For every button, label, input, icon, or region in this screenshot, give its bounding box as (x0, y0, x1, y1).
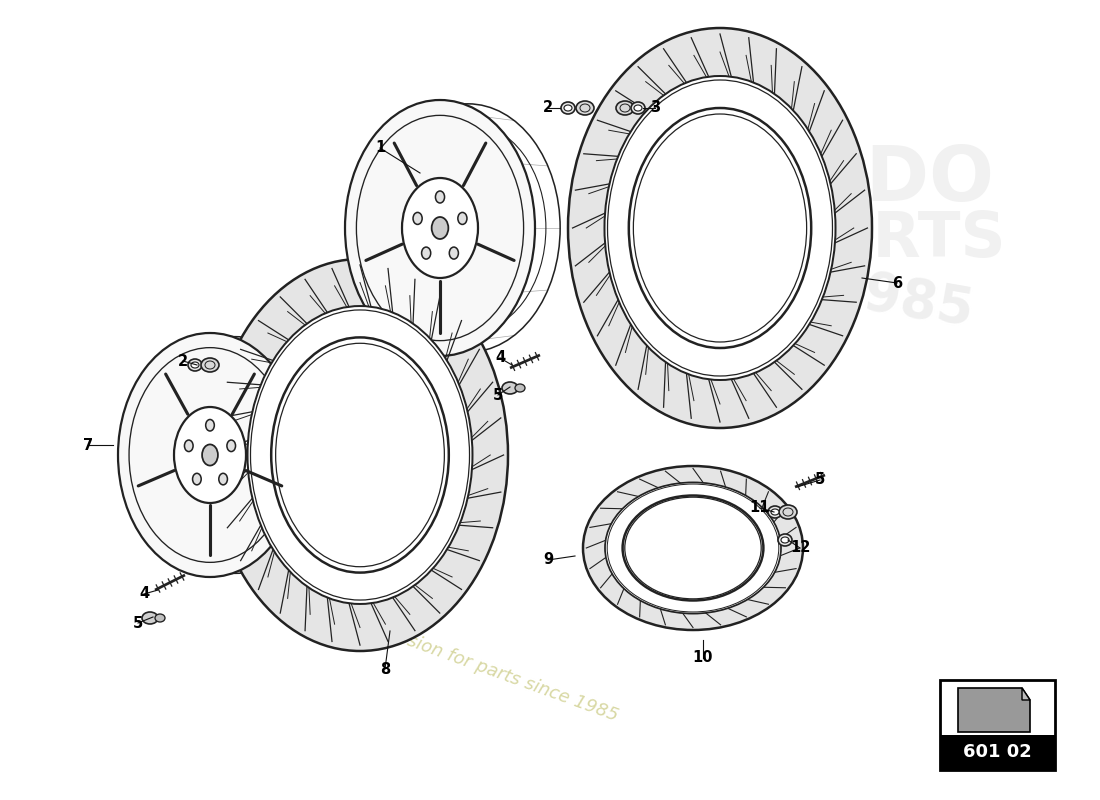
Ellipse shape (576, 101, 594, 115)
Text: 10: 10 (693, 650, 713, 666)
Ellipse shape (201, 358, 219, 372)
Text: 5: 5 (815, 473, 825, 487)
Text: 3: 3 (650, 101, 660, 115)
Text: 4: 4 (495, 350, 505, 366)
Ellipse shape (142, 612, 158, 624)
Ellipse shape (345, 100, 535, 356)
Ellipse shape (564, 105, 572, 111)
Ellipse shape (616, 101, 634, 115)
Ellipse shape (781, 537, 789, 543)
Ellipse shape (605, 76, 836, 380)
Text: 7: 7 (82, 438, 94, 453)
Ellipse shape (631, 102, 645, 114)
Ellipse shape (515, 384, 525, 392)
Ellipse shape (227, 440, 235, 451)
Ellipse shape (376, 104, 560, 352)
Ellipse shape (629, 108, 811, 348)
Text: 12: 12 (790, 541, 811, 555)
Text: 8: 8 (379, 662, 390, 677)
Ellipse shape (191, 362, 199, 368)
Ellipse shape (160, 355, 310, 555)
Text: 2: 2 (178, 354, 188, 369)
Text: PARTS: PARTS (784, 210, 1005, 270)
Ellipse shape (779, 505, 798, 519)
Polygon shape (1022, 688, 1030, 700)
Ellipse shape (202, 445, 218, 466)
Ellipse shape (561, 102, 575, 114)
Ellipse shape (272, 338, 449, 573)
Ellipse shape (248, 306, 473, 604)
Text: 6: 6 (892, 275, 902, 290)
Ellipse shape (402, 178, 478, 278)
Ellipse shape (436, 191, 444, 203)
Text: 4: 4 (139, 586, 150, 602)
Ellipse shape (605, 482, 781, 614)
Ellipse shape (118, 333, 303, 577)
Ellipse shape (421, 247, 431, 259)
Ellipse shape (212, 259, 508, 651)
Text: 11: 11 (750, 501, 770, 515)
Bar (940, 735, 1055, 770)
Ellipse shape (192, 474, 201, 485)
Ellipse shape (778, 534, 792, 546)
Text: 5: 5 (133, 615, 143, 630)
Ellipse shape (768, 506, 782, 518)
FancyBboxPatch shape (940, 680, 1055, 770)
Text: 5: 5 (493, 387, 503, 402)
Ellipse shape (583, 466, 803, 630)
Text: 2: 2 (543, 101, 553, 115)
Ellipse shape (219, 474, 228, 485)
Text: ELDO: ELDO (766, 143, 994, 217)
Ellipse shape (185, 440, 194, 451)
Ellipse shape (155, 614, 165, 622)
Ellipse shape (458, 213, 468, 225)
Ellipse shape (146, 337, 324, 574)
Text: 9: 9 (543, 553, 553, 567)
Text: a passion for parts since 1985: a passion for parts since 1985 (360, 615, 620, 725)
Ellipse shape (568, 28, 872, 428)
Ellipse shape (502, 382, 518, 394)
Text: 601 02: 601 02 (964, 743, 1032, 761)
Ellipse shape (634, 105, 642, 111)
Ellipse shape (449, 247, 459, 259)
Text: 1985: 1985 (823, 262, 977, 338)
Polygon shape (958, 688, 1030, 732)
Ellipse shape (390, 123, 546, 333)
Ellipse shape (431, 217, 449, 239)
Ellipse shape (206, 419, 214, 431)
Ellipse shape (412, 213, 422, 225)
Ellipse shape (188, 359, 202, 371)
Ellipse shape (623, 495, 763, 601)
Ellipse shape (771, 509, 779, 515)
Ellipse shape (174, 407, 246, 503)
Text: 1: 1 (375, 141, 385, 155)
